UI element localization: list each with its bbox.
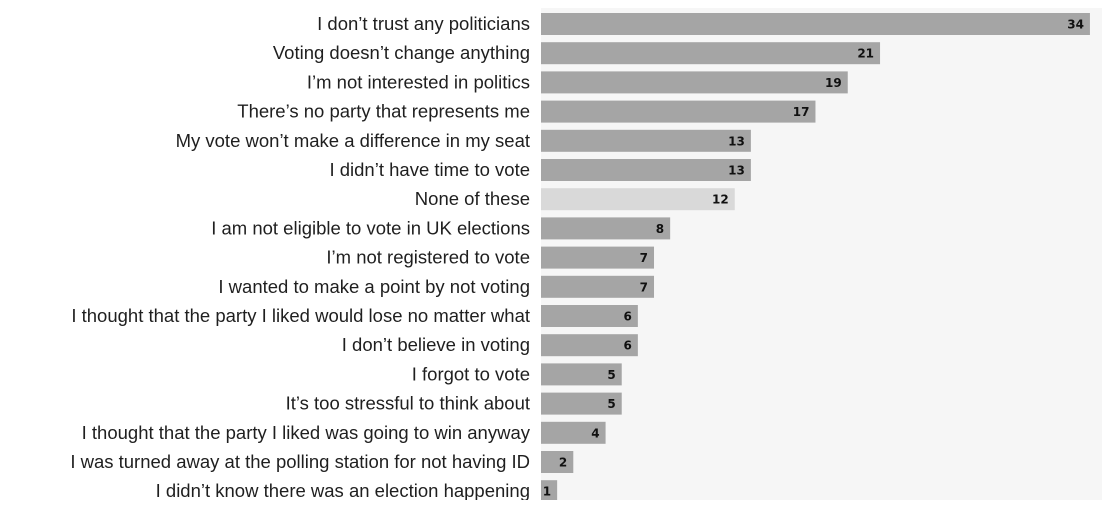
bar-i-forgot-to-vote — [541, 363, 622, 386]
category-label-i-didnt-know-there-was-an-election-happening: I didn’t know there was an election happ… — [156, 480, 530, 500]
bar-i-wanted-to-make-a-point-by-not-voting — [541, 275, 655, 298]
category-label-i-forgot-to-vote: I forgot to vote — [412, 363, 530, 384]
bar-theres-no-party-that-represents-me — [541, 100, 816, 123]
bar-i-thought-that-the-party-i-liked-was-going-to-wi — [541, 421, 606, 444]
bar-i-dont-believe-in-voting — [541, 334, 638, 357]
category-label-i-thought-that-the-party-i-liked-would-lose-no-m: I thought that the party I liked would l… — [71, 305, 530, 326]
value-label-im-not-interested-in-politics: 19 — [825, 76, 842, 90]
bar-i-thought-that-the-party-i-liked-would-lose-no-m — [541, 305, 638, 327]
category-label-im-not-registered-to-vote: I’m not registered to vote — [326, 247, 530, 268]
category-label-i-am-not-eligible-to-vote-in-uk-elections: I am not eligible to vote in UK election… — [211, 217, 530, 238]
value-label-i-dont-trust-any-politicians: 34 — [1067, 18, 1084, 32]
bars-group — [541, 13, 1090, 503]
bar-i-dont-trust-any-politicians — [541, 13, 1090, 35]
value-label-i-wanted-to-make-a-point-by-not-voting: 7 — [640, 280, 648, 294]
category-label-i-was-turned-away-at-the-polling-station-for-not: I was turned away at the polling station… — [70, 451, 530, 472]
value-label-im-not-registered-to-vote: 7 — [640, 251, 648, 265]
value-label-theres-no-party-that-represents-me: 17 — [793, 105, 810, 119]
category-label-i-thought-that-the-party-i-liked-was-going-to-wi: I thought that the party I liked was goi… — [82, 422, 531, 443]
value-label-i-dont-believe-in-voting: 6 — [624, 339, 632, 353]
category-label-my-vote-wont-make-a-difference-in-my-seat: My vote won’t make a difference in my se… — [176, 130, 530, 151]
category-label-i-wanted-to-make-a-point-by-not-voting: I wanted to make a point by not voting — [218, 276, 530, 297]
value-label-none-of-these: 12 — [712, 193, 729, 207]
bar-im-not-registered-to-vote — [541, 246, 655, 269]
category-label-i-dont-believe-in-voting: I don’t believe in voting — [342, 334, 530, 355]
value-label-my-vote-wont-make-a-difference-in-my-seat: 13 — [728, 134, 745, 148]
bar-its-too-stressful-to-think-about — [541, 392, 622, 415]
bar-im-not-interested-in-politics — [541, 71, 848, 94]
bar-my-vote-wont-make-a-difference-in-my-seat — [541, 129, 751, 152]
category-labels-group: I don’t trust any politicians Voting does… — [70, 13, 531, 501]
category-label-none-of-these: None of these — [415, 188, 530, 209]
value-label-i-thought-that-the-party-i-liked-would-lose-no-m: 6 — [624, 310, 632, 324]
category-label-theres-no-party-that-represents-me: There’s no party that represents me — [237, 101, 530, 122]
category-label-i-dont-trust-any-politicians: I don’t trust any politicians — [317, 13, 530, 34]
category-label-i-didnt-have-time-to-vote: I didn’t have time to vote — [329, 159, 530, 180]
bar-i-didnt-know-there-was-an-election-happening — [541, 480, 558, 503]
value-label-i-thought-that-the-party-i-liked-was-going-to-wi: 4 — [591, 426, 599, 440]
value-label-voting-doesnt-change-anything: 21 — [857, 47, 874, 61]
bar-voting-doesnt-change-anything — [541, 42, 881, 65]
category-label-im-not-interested-in-politics: I’m not interested in politics — [307, 71, 530, 92]
value-label-i-didnt-know-there-was-an-election-happening: 1 — [543, 485, 551, 499]
value-label-i-forgot-to-vote: 5 — [607, 368, 615, 382]
value-label-i-didnt-have-time-to-vote: 13 — [728, 164, 745, 178]
category-label-its-too-stressful-to-think-about: It’s too stressful to think about — [286, 393, 530, 414]
bar-i-didnt-have-time-to-vote — [541, 159, 751, 181]
value-label-i-am-not-eligible-to-vote-in-uk-elections: 8 — [656, 222, 664, 236]
value-label-i-was-turned-away-at-the-polling-station-for-not: 2 — [559, 456, 567, 470]
bar-i-was-turned-away-at-the-polling-station-for-not — [541, 451, 574, 473]
bar-i-am-not-eligible-to-vote-in-uk-elections — [541, 217, 671, 240]
category-label-voting-doesnt-change-anything: Voting doesn’t change anything — [273, 42, 530, 63]
value-label-its-too-stressful-to-think-about: 5 — [607, 397, 615, 411]
bar-none-of-these — [541, 188, 735, 211]
